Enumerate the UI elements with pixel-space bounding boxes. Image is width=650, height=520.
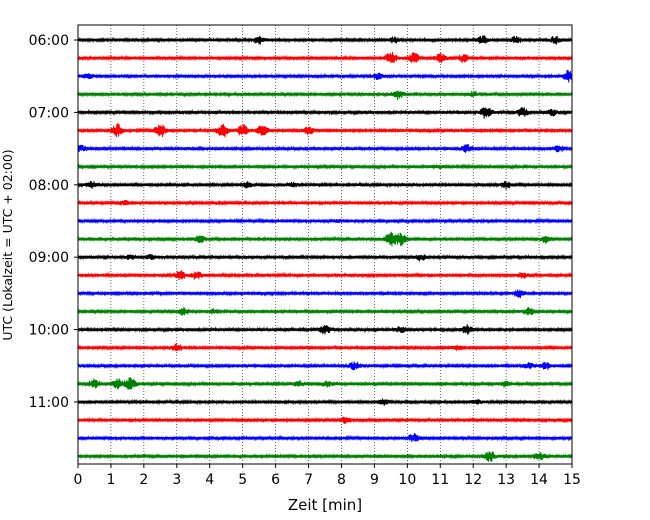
x-tick-label: 9: [370, 472, 379, 488]
x-tick-label: 10: [398, 472, 416, 488]
y-tick-label: 09:00: [29, 250, 69, 266]
x-tick-label: 8: [337, 472, 346, 488]
x-tick-label: 12: [464, 472, 482, 488]
x-tick-label: 5: [238, 472, 247, 488]
x-tick-label: 15: [563, 472, 581, 488]
x-tick-label: 14: [530, 472, 548, 488]
vertical-grid: [110, 25, 540, 464]
x-tick-label: 13: [497, 472, 515, 488]
y-tick-label: 07:00: [29, 105, 69, 121]
x-tick-label: 3: [172, 472, 181, 488]
x-tick-label: 4: [205, 472, 214, 488]
y-tick-label: 08:00: [29, 178, 69, 194]
plot-frame: [77, 24, 573, 465]
y-tick-label: 10:00: [29, 323, 69, 339]
x-tick-label: 11: [431, 472, 449, 488]
x-axis: 0 1 2 3 4 5 6 7 8 9 10 11 12 13 14 15: [74, 464, 581, 488]
x-tick-label: 0: [74, 472, 83, 488]
y-tick-label: 06:00: [29, 33, 69, 49]
y-axis-label: UTC (Lokalzeit = UTC + 02:00): [0, 149, 15, 340]
trace-line: [77, 35, 573, 45]
x-tick-label: 6: [271, 472, 280, 488]
x-tick-label: 1: [106, 472, 115, 488]
x-axis-label: Zeit [min]: [288, 496, 362, 514]
x-tick-label: 7: [304, 472, 313, 488]
trace-line: [77, 107, 573, 119]
traces-group: [77, 35, 573, 462]
y-axis: 06:00 07:00 08:00 09:00 10:00 11:00: [29, 33, 78, 411]
y-tick-label: 11:00: [29, 395, 69, 411]
x-tick-label: 2: [139, 472, 148, 488]
